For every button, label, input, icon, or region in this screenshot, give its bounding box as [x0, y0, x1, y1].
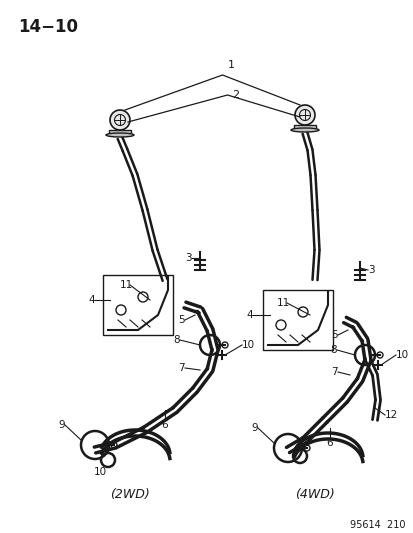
Text: (4WD): (4WD) — [294, 488, 334, 501]
Text: 10: 10 — [93, 467, 106, 477]
Text: 14−10: 14−10 — [18, 18, 78, 36]
Text: 8: 8 — [330, 345, 336, 355]
Text: 1: 1 — [227, 60, 234, 70]
Text: 4: 4 — [246, 310, 252, 320]
Text: 12: 12 — [384, 410, 397, 420]
Text: 4: 4 — [88, 295, 95, 305]
Text: 6: 6 — [161, 420, 168, 430]
Text: 7: 7 — [178, 363, 185, 373]
Circle shape — [294, 105, 314, 125]
Text: 10: 10 — [395, 350, 408, 360]
Text: 3: 3 — [185, 253, 192, 263]
Text: 11: 11 — [276, 298, 290, 308]
Text: 9: 9 — [251, 423, 257, 433]
Text: 6: 6 — [326, 438, 332, 448]
Circle shape — [110, 110, 130, 130]
Text: 95614  210: 95614 210 — [350, 520, 405, 530]
Text: (2WD): (2WD) — [110, 488, 150, 501]
Text: 2: 2 — [232, 90, 239, 100]
Text: 9: 9 — [58, 420, 65, 430]
Bar — [103, 275, 173, 335]
Text: 10: 10 — [242, 340, 254, 350]
Text: 11: 11 — [120, 280, 133, 290]
Text: 5: 5 — [330, 330, 337, 340]
Text: 5: 5 — [178, 315, 185, 325]
Bar — [293, 125, 315, 130]
Text: 8: 8 — [173, 335, 180, 345]
Ellipse shape — [290, 128, 318, 132]
Text: 7: 7 — [330, 367, 337, 377]
Ellipse shape — [106, 133, 134, 137]
Bar — [262, 290, 332, 350]
Bar — [109, 130, 131, 135]
Text: 3: 3 — [367, 265, 374, 275]
